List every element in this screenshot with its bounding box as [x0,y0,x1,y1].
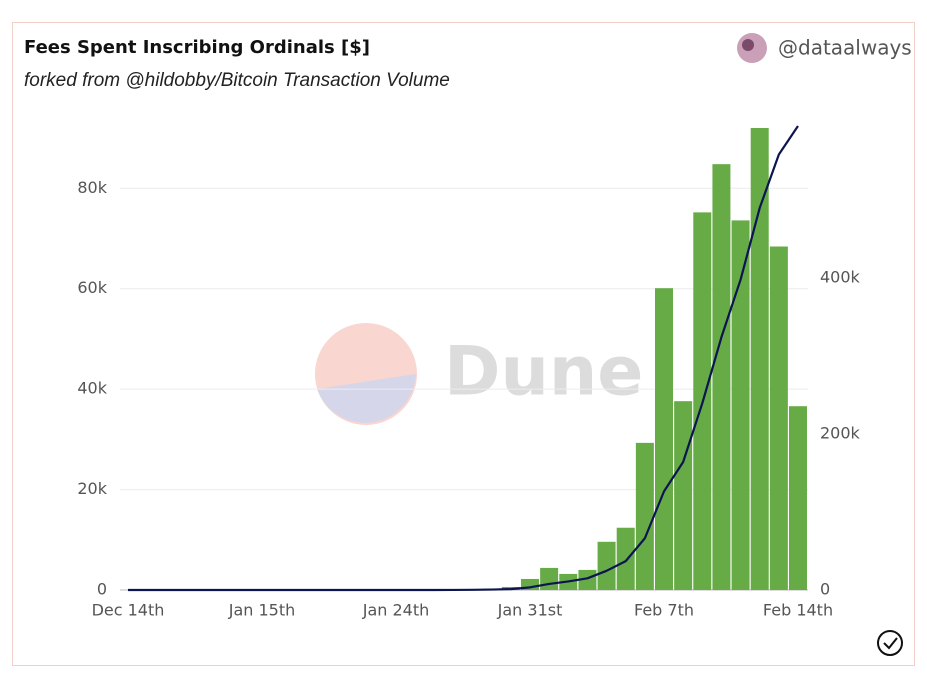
y2-tick-label: 0 [820,580,830,599]
y2-tick-label: 200k [820,423,861,442]
x-tick-label: Dec 14th [92,601,165,620]
bar [655,288,673,590]
check-icon[interactable] [877,630,903,656]
bar [597,541,616,590]
user-handle[interactable]: @dataalways [778,36,912,60]
watermark: Dune [315,323,643,425]
line [128,125,799,592]
avatar-detail [742,39,754,51]
x-tick-label: Feb 7th [634,601,694,620]
bar [712,164,731,590]
subtitle: forked from @hildobby/Bitcoin Transactio… [24,70,450,91]
bar [521,578,539,590]
bar [750,128,769,590]
y-tick-label: 20k [77,479,107,498]
y-tick-label: 80k [77,178,107,197]
bar [616,527,635,590]
bar [731,220,750,590]
check-mark[interactable] [883,637,898,650]
x-tick-label: Jan 24th [362,601,430,620]
chart-title: Fees Spent Inscribing Ordinals [$] [24,37,370,58]
y-tick-label: 40k [77,379,107,398]
x-tick-label: Jan 31st [497,601,563,620]
watermark-logo-lower [317,374,416,423]
y-tick-label: 60k [77,278,107,297]
bar [540,567,559,590]
x-tick-label: Jan 15th [228,601,296,620]
watermark-text: Dune [444,333,643,412]
bar [674,401,693,590]
bar [789,406,807,590]
bar [635,442,654,590]
x-tick-label: Feb 14th [763,601,833,620]
y-tick-label: 0 [97,580,107,599]
y2-tick-label: 400k [820,267,861,286]
check-circle[interactable] [877,630,903,656]
bar [769,246,788,590]
bar [578,569,597,590]
